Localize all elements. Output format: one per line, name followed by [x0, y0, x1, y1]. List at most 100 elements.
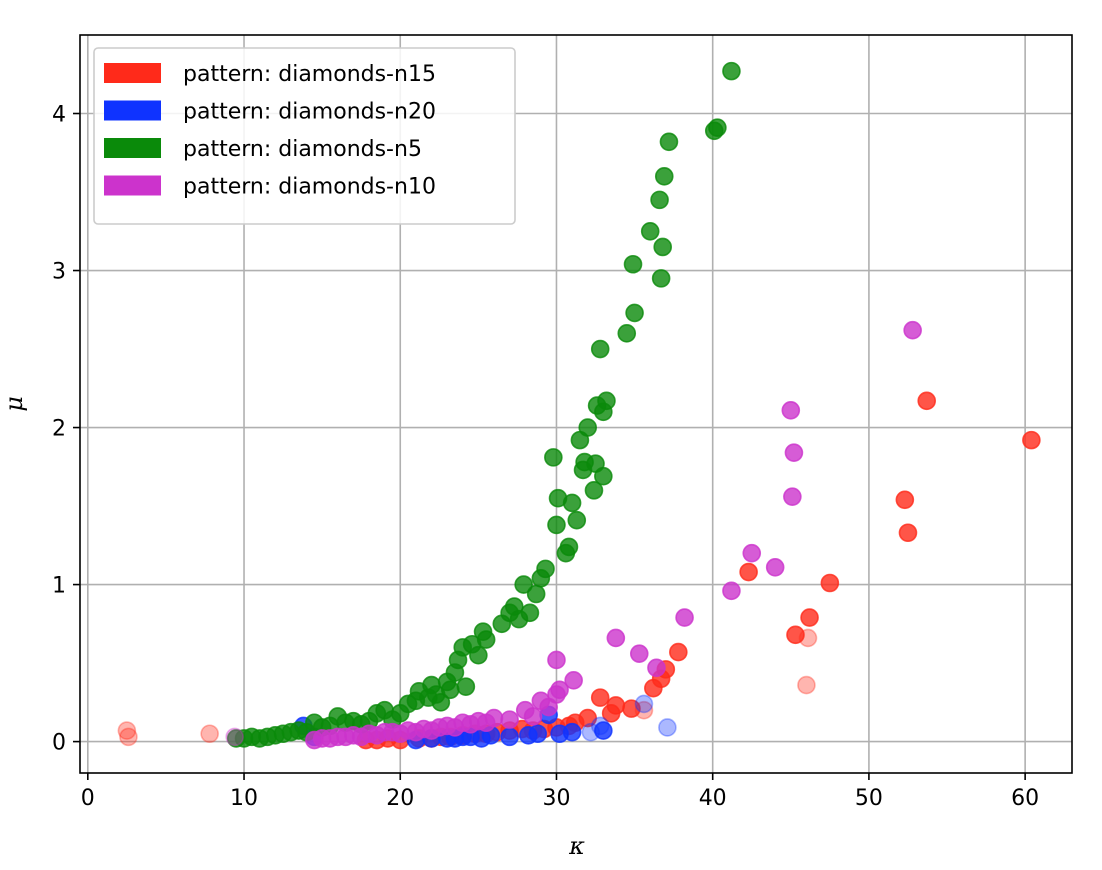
data-point — [225, 727, 244, 747]
data-point — [669, 642, 688, 662]
data-point — [654, 167, 674, 186]
data-point — [594, 466, 613, 486]
x-axis-label: κ — [568, 832, 585, 860]
data-point — [520, 603, 540, 623]
data-point — [653, 237, 673, 257]
y-tick-label: 0 — [52, 731, 66, 756]
y-tick-label: 4 — [52, 103, 66, 128]
data-point — [622, 699, 641, 718]
data-point — [917, 391, 937, 411]
data-point — [590, 339, 610, 359]
legend-swatch — [104, 100, 161, 121]
data-point — [564, 671, 583, 690]
data-point — [797, 675, 816, 695]
x-tick-label: 50 — [855, 786, 883, 811]
data-point — [722, 61, 741, 81]
data-point — [786, 625, 805, 645]
data-point — [659, 132, 679, 152]
data-point — [651, 269, 671, 288]
legend-label: pattern: diamonds-n20 — [183, 100, 436, 125]
data-point — [550, 680, 569, 700]
x-tick-label: 0 — [81, 786, 95, 811]
data-point — [597, 391, 616, 411]
data-point — [742, 543, 762, 563]
series-3 — [226, 61, 741, 748]
x-tick-label: 20 — [386, 786, 414, 811]
legend-label: pattern: diamonds-n10 — [183, 175, 436, 200]
data-point — [895, 490, 915, 510]
data-point — [606, 628, 626, 648]
data-points — [117, 61, 1041, 750]
data-point — [658, 718, 677, 737]
data-point — [708, 118, 727, 137]
y-axis-ticks: 0 1 2 3 4 — [52, 103, 80, 756]
data-point — [722, 581, 741, 601]
data-point — [544, 448, 563, 467]
data-point — [800, 608, 819, 627]
data-point — [820, 573, 840, 593]
legend: pattern: diamonds-n15 pattern: diamonds-n… — [93, 47, 516, 225]
data-point — [765, 558, 785, 577]
data-point — [547, 650, 566, 670]
data-point — [625, 303, 644, 323]
y-axis-label: μ — [0, 396, 28, 412]
legend-label: pattern: diamonds-n15 — [183, 62, 436, 87]
x-tick-label: 30 — [542, 786, 570, 811]
data-point — [781, 400, 801, 420]
data-point — [440, 680, 460, 700]
data-point — [634, 700, 654, 720]
data-point — [536, 559, 555, 579]
data-point — [650, 190, 669, 210]
legend-swatch — [104, 138, 161, 158]
data-point — [675, 608, 694, 627]
series-4 — [225, 320, 922, 750]
data-point — [629, 644, 649, 663]
data-point — [562, 722, 582, 742]
data-point — [898, 523, 918, 543]
data-point — [634, 694, 654, 714]
data-point — [617, 324, 637, 343]
data-point — [562, 493, 582, 513]
data-point — [783, 487, 802, 506]
data-point — [784, 443, 804, 462]
data-point — [559, 537, 579, 557]
data-point — [484, 708, 504, 728]
y-tick-label: 3 — [52, 260, 66, 285]
data-point — [640, 221, 660, 241]
data-point — [119, 727, 138, 747]
data-point — [528, 724, 548, 744]
data-point — [594, 721, 613, 740]
legend-swatch — [104, 63, 161, 83]
legend-label: pattern: diamonds-n5 — [183, 137, 422, 162]
y-tick-label: 2 — [52, 417, 66, 442]
data-point — [903, 320, 922, 340]
data-point — [469, 645, 488, 665]
plot-frame — [79, 34, 1073, 774]
data-point — [647, 658, 666, 678]
data-point — [117, 721, 137, 740]
data-point — [584, 481, 604, 500]
data-point — [476, 630, 496, 649]
data-point — [500, 710, 519, 729]
data-point — [1022, 430, 1041, 450]
data-point — [514, 575, 533, 594]
x-tick-label: 60 — [1011, 786, 1039, 811]
x-tick-label: 10 — [230, 786, 258, 811]
legend-swatch — [104, 175, 161, 196]
y-tick-label: 1 — [52, 574, 66, 599]
legend-frame — [93, 47, 516, 225]
data-point — [567, 510, 587, 530]
x-axis-ticks: 0 10 20 30 40 50 60 — [81, 773, 1039, 811]
data-point — [523, 707, 543, 726]
x-tick-label: 40 — [699, 786, 727, 811]
data-point — [578, 418, 598, 437]
data-point — [606, 696, 626, 715]
data-point — [578, 708, 598, 728]
data-point — [431, 693, 451, 712]
data-point — [590, 688, 610, 707]
data-point — [456, 677, 476, 696]
data-point — [547, 515, 566, 535]
data-point — [739, 562, 758, 582]
data-point — [500, 727, 519, 747]
